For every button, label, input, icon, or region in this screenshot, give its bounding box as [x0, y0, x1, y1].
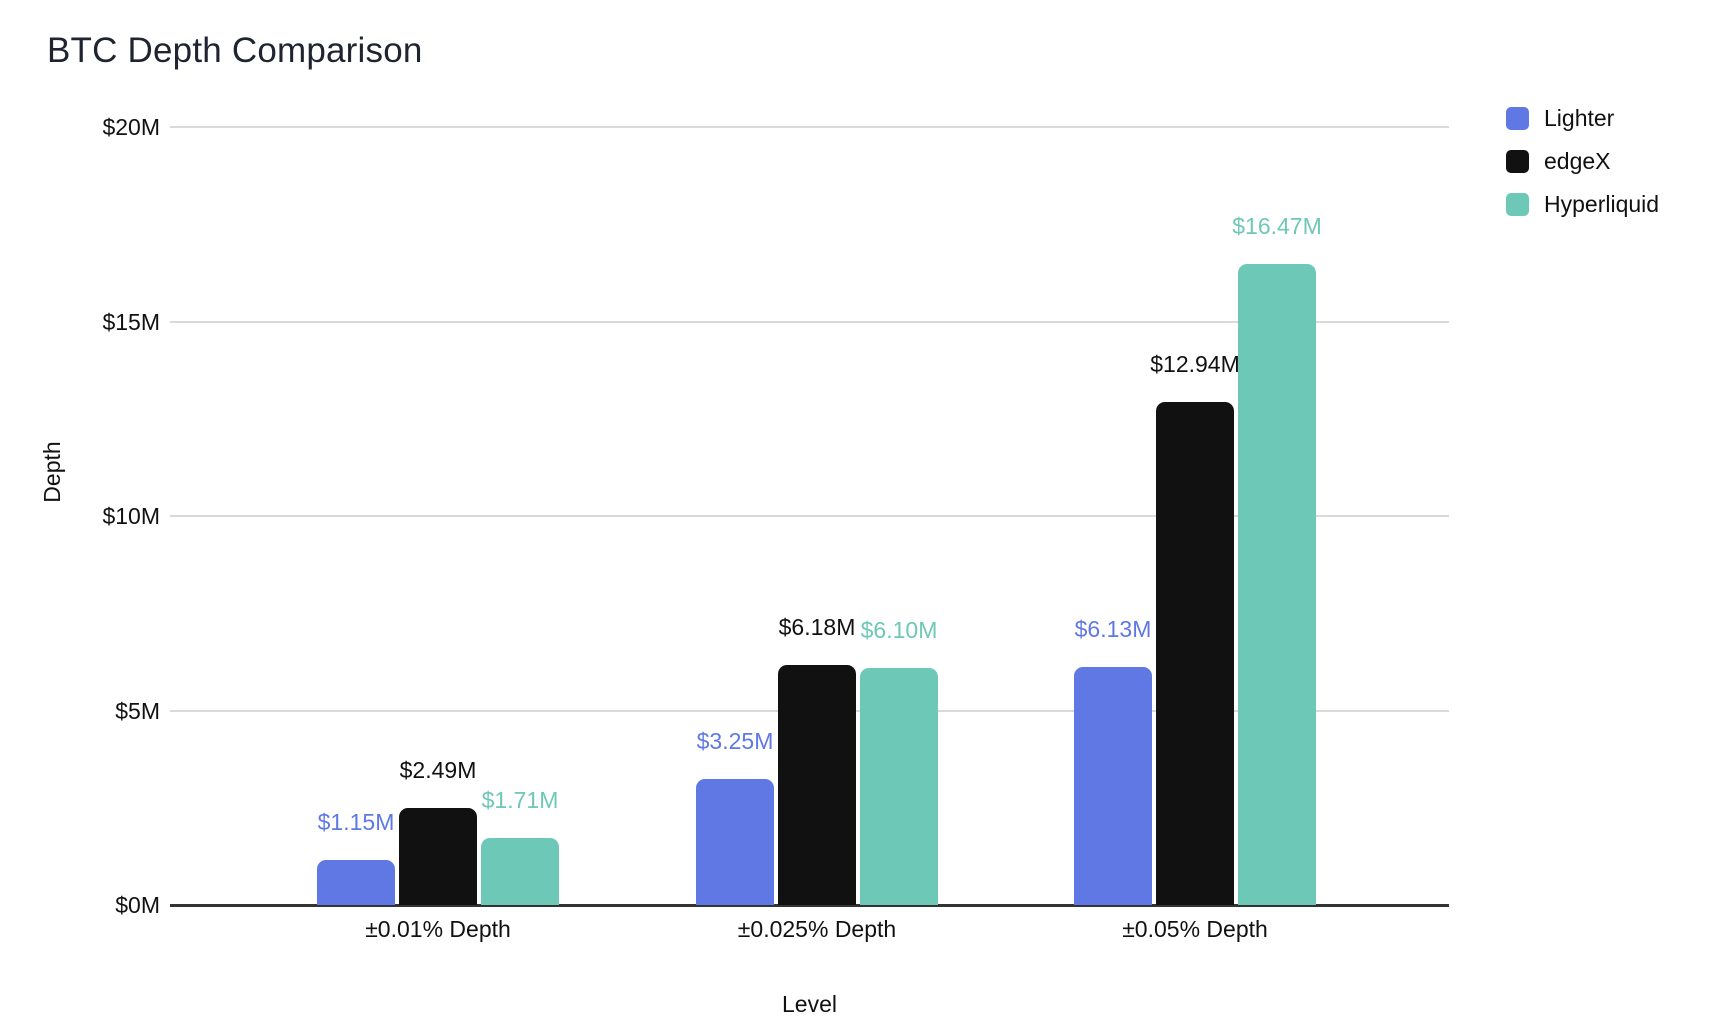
bar-value-lighter--0-05-depth: $6.13M [1074, 615, 1152, 642]
bar-value-edgex--0-01-depth: $2.49M [399, 757, 477, 784]
y-tick-0m: $0M [115, 892, 160, 918]
x-axis-title: Level [782, 991, 837, 1017]
x-axis-line [170, 904, 1449, 907]
bar-value-lighter--0-01-depth: $1.15M [317, 809, 395, 836]
bar-lighter--0-05-depth[interactable] [1074, 666, 1152, 905]
bar-hyperliquid--0-01-depth[interactable] [481, 838, 559, 905]
legend-swatch-lighter [1506, 106, 1529, 130]
legend-label-lighter: Lighter [1544, 105, 1615, 131]
gridline-15m [170, 320, 1449, 323]
bar-lighter--0-025-depth[interactable] [696, 778, 774, 905]
legend-item-lighter[interactable]: Lighter [1506, 104, 1659, 132]
chart-title: BTC Depth Comparison [47, 31, 423, 70]
bar-edgex--0-01-depth[interactable] [399, 808, 477, 905]
bar-value-lighter--0-025-depth: $3.25M [696, 727, 774, 754]
legend-swatch-hyperliquid [1506, 192, 1529, 216]
bar-lighter--0-01-depth[interactable] [317, 860, 395, 905]
legend-item-hyperliquid[interactable]: Hyperliquid [1506, 190, 1659, 218]
y-tick-5m: $5M [115, 697, 160, 724]
y-tick-20m: $20M [102, 114, 160, 140]
y-tick-15m: $15M [102, 308, 160, 335]
legend: Lighter edgeX Hyperliquid [1506, 104, 1659, 218]
y-tick-10m: $10M [102, 503, 160, 529]
bar-edgex--0-025-depth[interactable] [778, 664, 856, 905]
legend-item-edgex[interactable]: edgeX [1506, 147, 1659, 175]
gridline-20m [170, 126, 1449, 128]
legend-label-hyperliquid: Hyperliquid [1544, 191, 1660, 217]
bar-value-edgex--0-05-depth: $12.94M [1150, 350, 1240, 377]
bar-edgex--0-05-depth[interactable] [1156, 401, 1234, 905]
x-tick--0-01-depth: ±0.01% Depth [365, 916, 511, 942]
bar-hyperliquid--0-05-depth[interactable] [1238, 264, 1316, 905]
x-tick--0-025-depth: ±0.025% Depth [737, 916, 897, 942]
bar-value-hyperliquid--0-01-depth: $1.71M [481, 787, 559, 814]
y-axis-title: Depth [39, 441, 65, 503]
bar-value-hyperliquid--0-05-depth: $16.47M [1232, 213, 1322, 240]
x-tick--0-05-depth: ±0.05% Depth [1122, 916, 1268, 942]
gridline-10m [170, 515, 1449, 517]
legend-swatch-edgex [1506, 149, 1529, 173]
bar-value-hyperliquid--0-025-depth: $6.10M [860, 616, 938, 643]
bar-value-edgex--0-025-depth: $6.18M [778, 613, 856, 640]
bar-hyperliquid--0-025-depth[interactable] [860, 667, 938, 905]
legend-label-edgex: edgeX [1544, 148, 1611, 174]
